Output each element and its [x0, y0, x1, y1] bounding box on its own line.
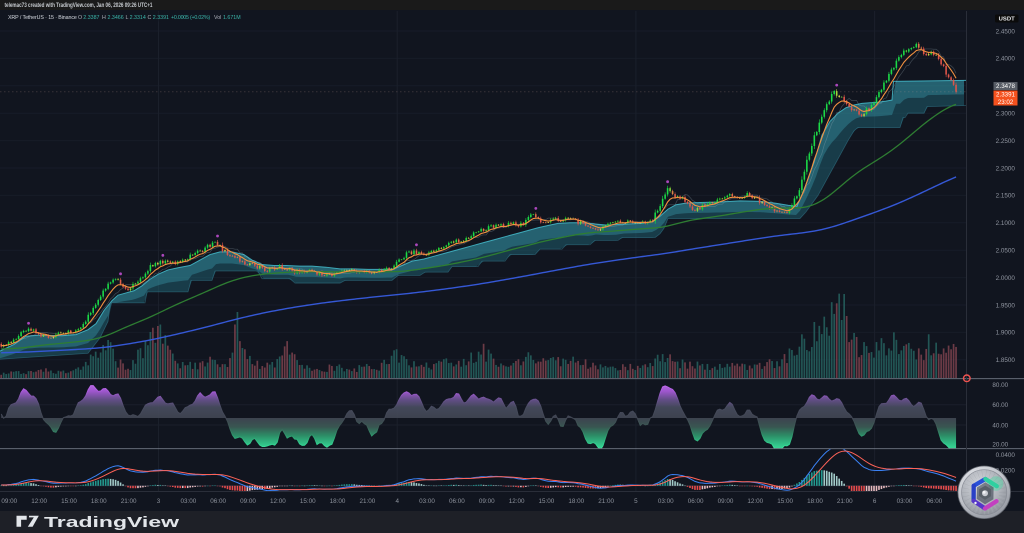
svg-text:2.3391: 2.3391: [153, 15, 169, 21]
svg-text:23:02: 23:02: [998, 99, 1014, 106]
svg-text:1.8500: 1.8500: [996, 357, 1016, 364]
svg-text:15:00: 15:00: [539, 498, 555, 505]
svg-text:18:00: 18:00: [330, 498, 346, 505]
svg-text:0.0400: 0.0400: [996, 452, 1016, 459]
svg-text:2.0000: 2.0000: [996, 275, 1016, 282]
svg-text:12:00: 12:00: [270, 498, 286, 505]
svg-text:21:00: 21:00: [837, 498, 853, 505]
svg-text:60.00: 60.00: [992, 402, 1008, 409]
svg-text:2.3000: 2.3000: [996, 111, 1016, 118]
svg-text:06:00: 06:00: [688, 498, 704, 505]
svg-text:18:00: 18:00: [91, 498, 107, 505]
svg-text:06:00: 06:00: [926, 498, 942, 505]
svg-text:2.1000: 2.1000: [996, 220, 1016, 227]
svg-text:5: 5: [634, 498, 638, 505]
svg-text:20.00: 20.00: [992, 441, 1008, 448]
svg-text:15:00: 15:00: [777, 498, 793, 505]
svg-text:XRP / TetherUS · 15 · Binance: XRP / TetherUS · 15 · Binance: [8, 15, 77, 21]
svg-text:03:00: 03:00: [419, 498, 435, 505]
svg-text:06:00: 06:00: [210, 498, 226, 505]
svg-text:12:00: 12:00: [31, 498, 47, 505]
svg-text:1.671M: 1.671M: [223, 15, 241, 21]
svg-text:USDT: USDT: [999, 17, 1015, 23]
svg-text:06:00: 06:00: [449, 498, 465, 505]
svg-text:2.3391: 2.3391: [996, 92, 1015, 99]
svg-text:TradingView: TradingView: [44, 514, 179, 531]
svg-text:6: 6: [873, 498, 877, 505]
svg-text:18:00: 18:00: [807, 498, 823, 505]
svg-text:2.4500: 2.4500: [996, 28, 1016, 35]
svg-text:3: 3: [157, 498, 161, 505]
svg-text:15:00: 15:00: [61, 498, 77, 505]
svg-text:18:00: 18:00: [568, 498, 584, 505]
svg-text:O: O: [78, 15, 82, 21]
svg-text:15:00: 15:00: [300, 498, 316, 505]
svg-text:09:00: 09:00: [479, 498, 495, 505]
svg-text:4: 4: [395, 498, 399, 505]
svg-text:1.9000: 1.9000: [996, 330, 1016, 337]
svg-text:09:00: 09:00: [240, 498, 256, 505]
svg-text:21:00: 21:00: [121, 498, 137, 505]
svg-text:H: H: [102, 15, 106, 21]
svg-text:telemac73 created with Trading: telemac73 created with TradingView.com, …: [5, 3, 153, 9]
svg-text:03:00: 03:00: [897, 498, 913, 505]
svg-text:0.0200: 0.0200: [996, 468, 1016, 475]
svg-text:2.3314: 2.3314: [130, 15, 146, 21]
svg-text:2.2500: 2.2500: [996, 138, 1016, 145]
svg-text:+0.0005 (+0.02%): +0.0005 (+0.02%): [171, 15, 210, 21]
svg-text:2.3387: 2.3387: [83, 15, 99, 21]
svg-text:2.1500: 2.1500: [996, 193, 1016, 200]
svg-text:09:00: 09:00: [1, 498, 17, 505]
svg-text:L: L: [126, 15, 129, 21]
svg-text:21:00: 21:00: [359, 498, 375, 505]
svg-text:2.3478: 2.3478: [996, 83, 1015, 90]
svg-text:C: C: [148, 15, 152, 21]
svg-text:03:00: 03:00: [658, 498, 674, 505]
svg-text:1.9500: 1.9500: [996, 302, 1016, 309]
svg-text:12:00: 12:00: [509, 498, 525, 505]
svg-text:2.2000: 2.2000: [996, 165, 1016, 172]
svg-text:2.0500: 2.0500: [996, 248, 1016, 255]
svg-text:Vol: Vol: [214, 15, 221, 21]
svg-text:21:00: 21:00: [598, 498, 614, 505]
svg-text:40.00: 40.00: [992, 422, 1008, 429]
svg-text:03:00: 03:00: [180, 498, 196, 505]
svg-text:12:00: 12:00: [747, 498, 763, 505]
svg-text:2.4000: 2.4000: [996, 56, 1016, 63]
svg-text:09:00: 09:00: [718, 498, 734, 505]
svg-text:2.3466: 2.3466: [108, 15, 124, 21]
svg-text:80.00: 80.00: [992, 382, 1008, 389]
